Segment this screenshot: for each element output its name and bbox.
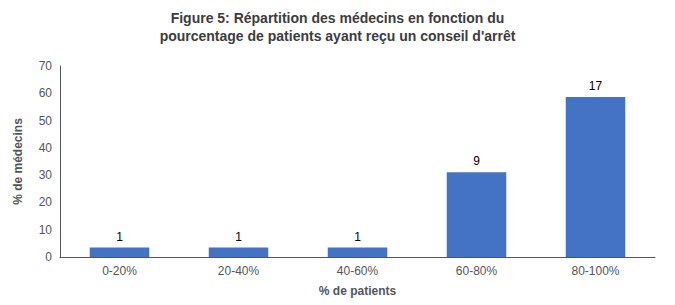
svg-text:50: 50 [39,114,53,128]
svg-text:70: 70 [39,59,53,73]
svg-text:40: 40 [39,141,53,155]
svg-text:80-100%: 80-100% [571,264,619,278]
svg-text:% de patients: % de patients [319,284,397,298]
svg-text:60-80%: 60-80% [456,264,498,278]
svg-text:1: 1 [116,230,123,244]
svg-text:20-40%: 20-40% [218,264,260,278]
svg-text:40-60%: 40-60% [337,264,379,278]
svg-text:30: 30 [39,168,53,182]
svg-text:20: 20 [39,195,53,209]
svg-text:Figure 5: Répartition des méde: Figure 5: Répartition des médecins en fo… [171,10,505,26]
svg-text:0-20%: 0-20% [102,264,137,278]
svg-text:10: 10 [39,223,53,237]
svg-text:1: 1 [235,230,242,244]
svg-text:1: 1 [354,230,361,244]
svg-text:60: 60 [39,86,53,100]
svg-text:0: 0 [45,250,52,264]
svg-text:17: 17 [589,79,603,93]
svg-text:pourcentage de patients ayant: pourcentage de patients ayant reçu un co… [160,28,516,44]
svg-text:9: 9 [473,154,480,168]
svg-text:% de médecins: % de médecins [11,118,25,205]
